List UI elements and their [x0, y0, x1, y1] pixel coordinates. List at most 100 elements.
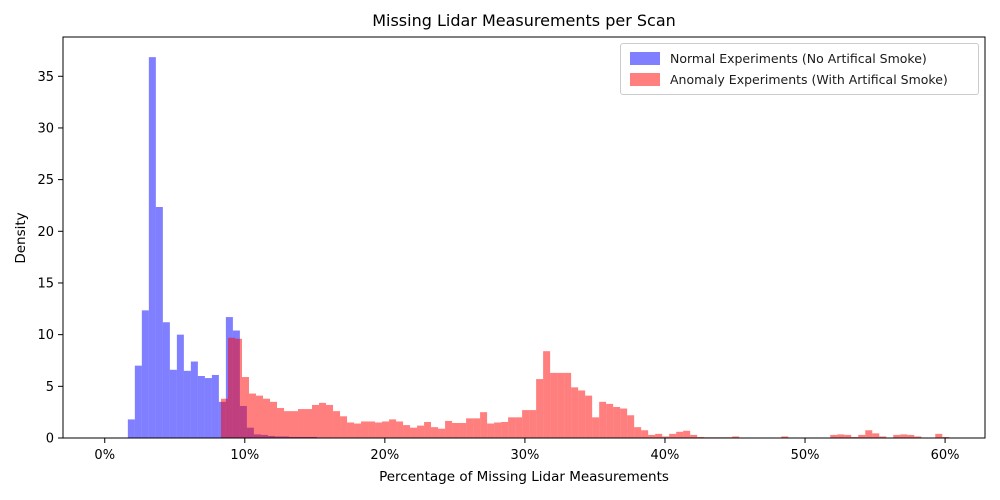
normal-bar: [148, 57, 156, 438]
x-tick-label: 10%: [230, 448, 259, 463]
legend-entry-normal: Normal Experiments (No Artifical Smoke): [630, 51, 968, 66]
anomaly-bar: [389, 419, 397, 438]
anomaly-bar: [227, 337, 235, 438]
legend-label-normal: Normal Experiments (No Artifical Smoke): [670, 51, 927, 66]
anomaly-bar: [620, 408, 628, 438]
anomaly-bar: [914, 436, 922, 438]
anomaly-bar: [571, 387, 579, 438]
normal-bar: [155, 207, 163, 438]
anomaly-bar: [844, 434, 852, 438]
anomaly-bar: [732, 436, 740, 438]
anomaly-bar: [830, 434, 838, 438]
anomaly-bar: [641, 430, 649, 438]
anomaly-bar: [361, 421, 369, 438]
anomaly-bar: [592, 417, 600, 438]
anomaly-bar: [536, 379, 544, 438]
anomaly-bar: [375, 422, 383, 438]
anomaly-bar: [676, 431, 684, 438]
normal-bar: [190, 361, 198, 438]
anomaly-bar: [529, 410, 537, 438]
y-tick-label: 30: [37, 121, 54, 136]
anomaly-bar: [893, 434, 901, 438]
anomaly-bar: [907, 434, 915, 438]
anomaly-bar: [858, 434, 866, 438]
x-tick-label: 40%: [651, 448, 680, 463]
anomaly-bar: [690, 434, 698, 438]
anomaly-bar: [319, 402, 327, 438]
anomaly-bar: [340, 416, 348, 438]
normal-bar: [176, 334, 184, 438]
axes-spines: [62, 36, 986, 439]
anomaly-bar: [424, 421, 432, 438]
normal-bar: [211, 374, 219, 438]
y-tick-label: 15: [37, 276, 54, 291]
anomaly-bar: [879, 436, 887, 438]
anomaly-bar: [312, 404, 320, 438]
x-tick-label: 20%: [370, 448, 399, 463]
normal-bar: [127, 419, 135, 438]
anomaly-bar: [291, 411, 299, 438]
anomaly-bar: [508, 417, 516, 438]
anomaly-bar: [382, 421, 390, 438]
anomaly-bar: [627, 415, 635, 438]
anomaly-bar: [872, 433, 880, 438]
anomaly-bar: [241, 377, 249, 438]
legend-swatch-anomaly-icon: [630, 73, 660, 86]
legend-label-anomaly: Anomaly Experiments (With Artifical Smok…: [670, 72, 948, 87]
anomaly-bar: [234, 338, 242, 438]
anomaly-bar: [942, 436, 950, 438]
x-tick-label: 50%: [791, 448, 820, 463]
anomaly-bar: [326, 404, 334, 438]
anomaly-bar: [606, 403, 614, 438]
y-tick-label: 20: [37, 225, 54, 240]
anomaly-bar: [255, 395, 264, 438]
x-tick-label: 0%: [94, 448, 115, 463]
y-tick-label: 25: [37, 173, 54, 188]
x-axis-label: Percentage of Missing Lidar Measurements: [379, 469, 669, 485]
anomaly-bar: [270, 401, 278, 438]
anomaly-bar: [277, 408, 285, 438]
chart-title: Missing Lidar Measurements per Scan: [372, 11, 676, 30]
anomaly-bar: [403, 425, 411, 438]
y-tick-label: 0: [46, 432, 54, 447]
normal-bar: [141, 310, 149, 438]
anomaly-bar: [248, 393, 256, 438]
anomaly-bar: [417, 425, 425, 438]
anomaly-bar: [347, 422, 355, 438]
normal-bar: [134, 365, 142, 438]
anomaly-bar: [459, 423, 467, 438]
anomaly-bar: [263, 398, 271, 438]
anomaly-bar: [494, 422, 502, 438]
anomaly-bar: [543, 351, 551, 438]
anomaly-bar: [522, 410, 530, 438]
anomaly-bar: [480, 412, 488, 438]
anomaly-bar: [655, 433, 663, 438]
y-tick-label: 35: [37, 70, 54, 85]
anomaly-bar: [220, 398, 228, 438]
anomaly-bar: [564, 372, 572, 438]
legend-swatch-normal-icon: [630, 52, 660, 65]
anomaly-bar: [354, 423, 362, 438]
anomaly-bar: [613, 406, 621, 438]
normal-bar: [183, 370, 191, 438]
anomaly-bar: [473, 418, 481, 438]
anomaly-bar: [683, 430, 691, 438]
anomaly-bar: [865, 430, 873, 438]
anomaly-bar: [368, 421, 376, 438]
anomaly-bar: [487, 423, 495, 438]
anomaly-bar: [298, 409, 306, 438]
normal-bar: [197, 375, 205, 438]
anomaly-bar: [396, 421, 404, 438]
anomaly-bar: [438, 428, 446, 438]
anomaly-bar: [333, 411, 341, 438]
anomaly-bar: [557, 372, 565, 438]
anomaly-bar: [578, 390, 586, 438]
anomaly-bar: [648, 434, 656, 438]
anomaly-bar: [599, 401, 607, 438]
normal-bar: [162, 322, 170, 438]
anomaly-bar: [550, 372, 558, 438]
anomaly-bar: [697, 436, 705, 438]
anomaly-bar: [466, 418, 474, 438]
